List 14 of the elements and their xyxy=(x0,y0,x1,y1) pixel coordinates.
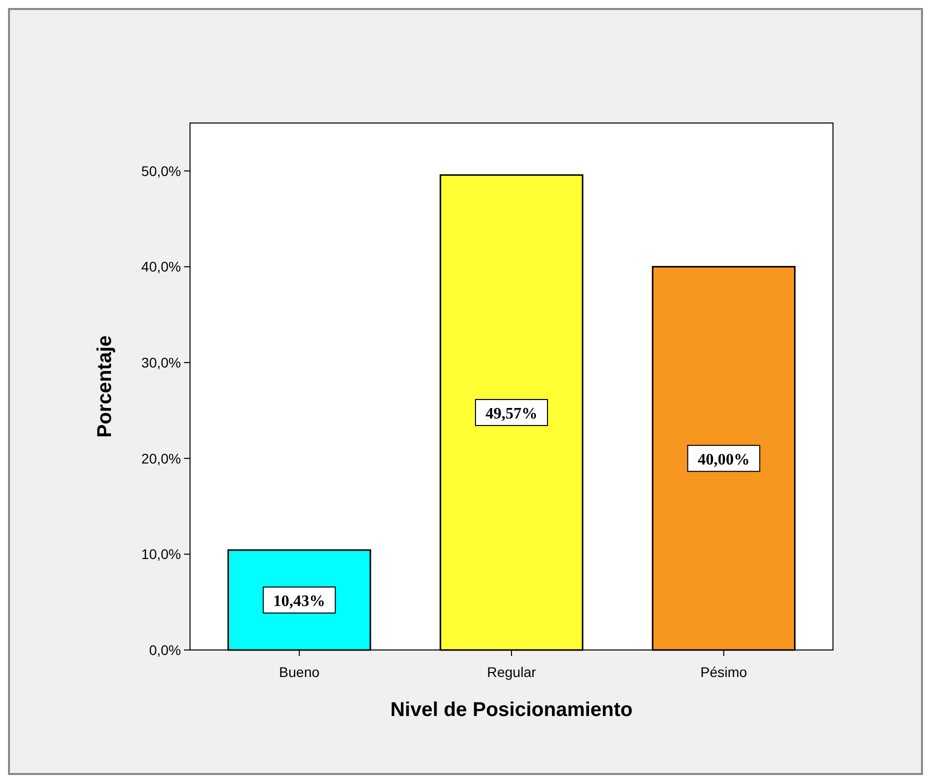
data-label: 40,00% xyxy=(698,451,750,468)
y-tick-label: 30,0% xyxy=(141,354,181,371)
x-tick-label: Bueno xyxy=(279,664,320,680)
x-axis-title: Nivel de Posicionamiento xyxy=(390,699,633,721)
y-tick-label: 0,0% xyxy=(149,642,181,658)
y-tick-label: 50,0% xyxy=(141,162,181,179)
x-tick-label: Regular xyxy=(486,664,536,680)
y-axis-title: Porcentaje xyxy=(94,335,116,438)
data-label: 49,57% xyxy=(486,406,538,423)
y-tick-label: 20,0% xyxy=(141,450,181,466)
x-tick-label: Pésimo xyxy=(700,664,748,680)
y-tick-label: 10,0% xyxy=(141,546,181,562)
y-tick-label: 40,0% xyxy=(141,258,181,275)
data-label: 10,43% xyxy=(273,593,326,610)
